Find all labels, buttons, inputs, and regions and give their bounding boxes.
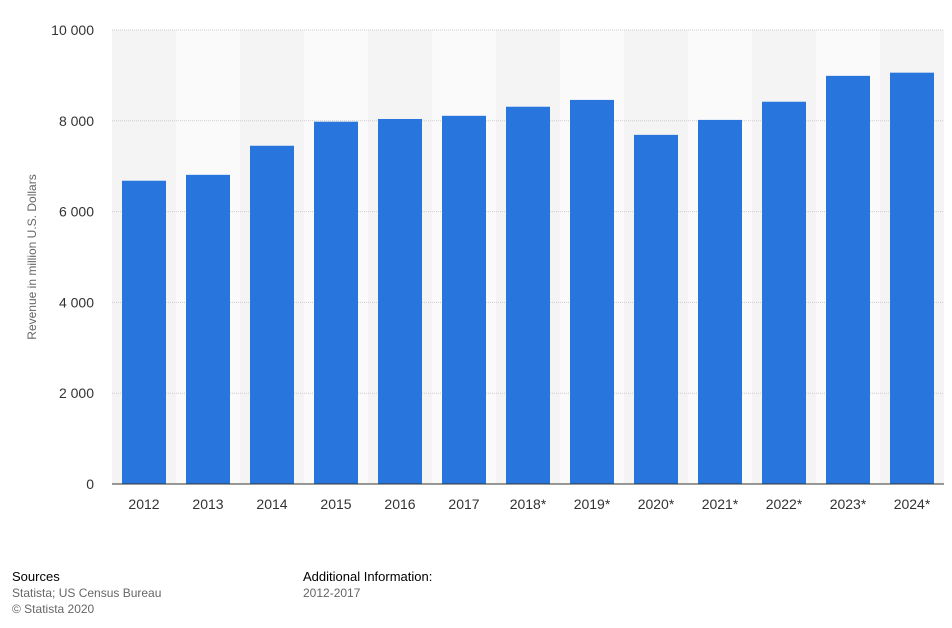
copyright: © Statista 2020 — [12, 602, 95, 616]
bar-2014 — [250, 145, 294, 484]
y-axis-label: Revenue in million U.S. Dollars — [25, 174, 39, 339]
x-tick-label: 2024* — [894, 496, 931, 512]
x-tick-label: 2012 — [128, 496, 159, 512]
bar-2021 — [698, 119, 742, 484]
x-tick-label: 2016 — [384, 496, 415, 512]
bar-2015 — [314, 121, 358, 484]
x-tick-label: 2019* — [574, 496, 611, 512]
y-tick-label: 10 000 — [51, 22, 94, 38]
bar-2012 — [122, 180, 166, 484]
y-tick-label: 8 000 — [59, 113, 94, 129]
bar-2018 — [506, 106, 550, 484]
x-tick-label: 2022* — [766, 496, 803, 512]
x-tick-label: 2014 — [256, 496, 287, 512]
bar-2023 — [826, 75, 870, 484]
sources-title: Sources — [12, 569, 60, 584]
x-tick-label: 2018* — [510, 496, 547, 512]
x-tick-label: 2023* — [830, 496, 867, 512]
x-tick-label: 2021* — [702, 496, 739, 512]
bar-2020 — [634, 134, 678, 484]
bar-chart: 0 2 000 4 000 6 000 8 000 10 000 2012 2013 2014 2… — [25, 22, 944, 512]
y-tick-label: 6 000 — [59, 204, 94, 220]
y-tick-label: 0 — [86, 476, 94, 492]
x-tick-label: 2015 — [320, 496, 351, 512]
bar-2019 — [570, 99, 614, 484]
bar-2024 — [890, 72, 934, 485]
additional-text: 2012-2017 — [303, 586, 361, 600]
x-tick-label: 2020* — [638, 496, 675, 512]
x-tick-label: 2017 — [448, 496, 479, 512]
y-tick-label: 2 000 — [59, 385, 94, 401]
x-tick-label: 2013 — [192, 496, 223, 512]
additional-information: Additional Information: 2012-2017 — [303, 569, 432, 600]
bar-2016 — [378, 118, 422, 484]
y-tick-label: 4 000 — [59, 294, 94, 310]
additional-title: Additional Information: — [303, 569, 433, 584]
sources: Sources Statista; US Census Bureau © Sta… — [12, 569, 161, 616]
bar-2017 — [442, 115, 486, 484]
bar-2013 — [186, 174, 230, 485]
bar-2022 — [762, 101, 806, 485]
sources-text: Statista; US Census Bureau — [12, 586, 162, 600]
